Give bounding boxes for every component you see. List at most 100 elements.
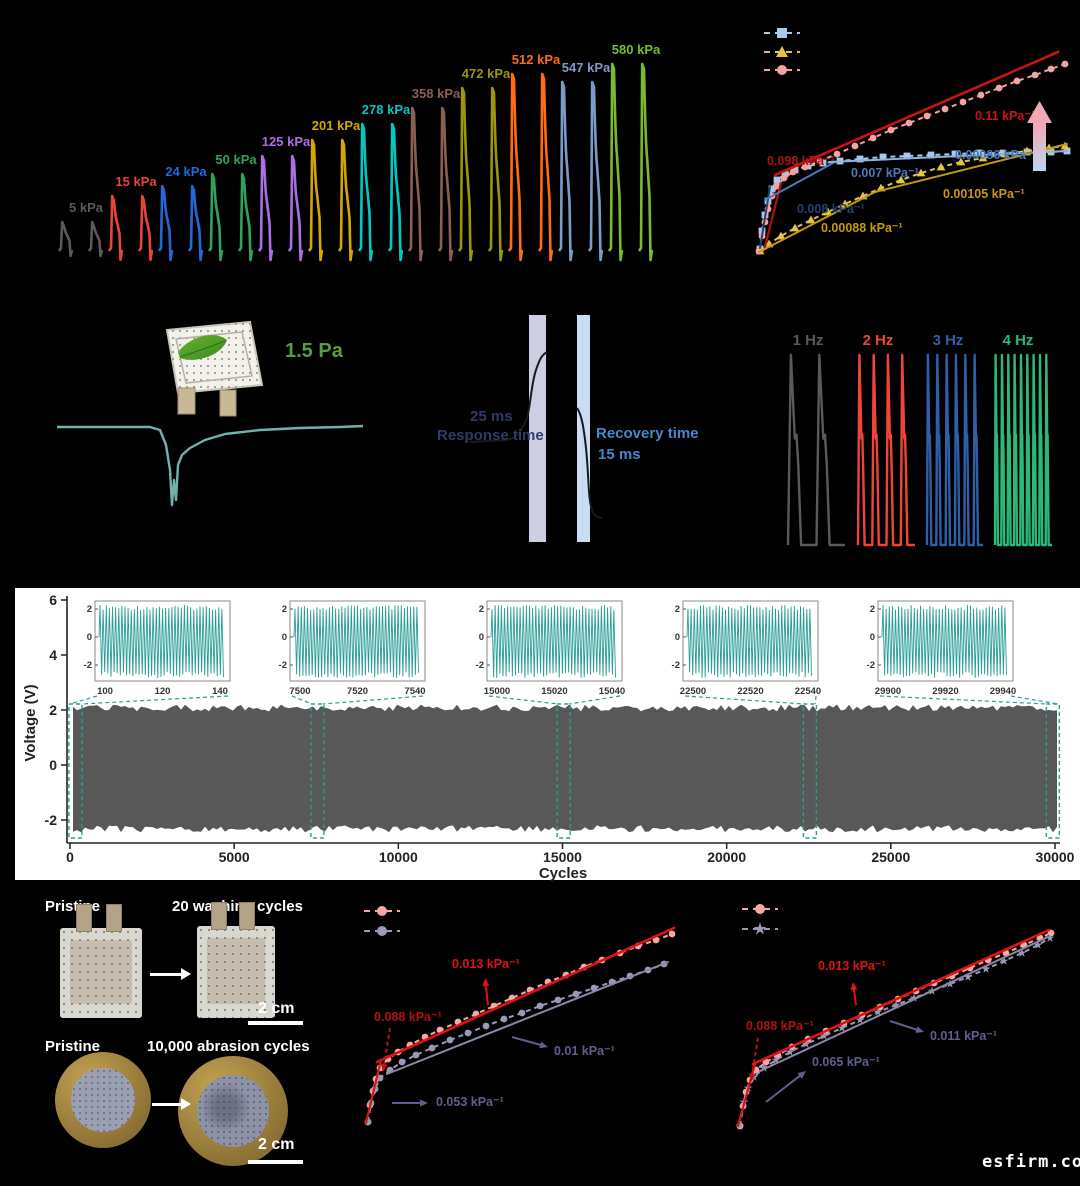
time-window-bar [529,315,546,542]
star-marker [837,1023,847,1032]
pressure-pulse [487,86,504,262]
pulse-pressure-label: 512 kPa [512,52,561,67]
increase-arrow-icon [1027,101,1052,123]
fit-line [759,186,771,249]
pulse-pressure-label: 50 kPa [215,152,257,167]
square-marker [903,152,911,160]
circle-marker [572,990,580,998]
leaf-pressure-label: 1.5 Pa [285,340,343,362]
pulse-pressure-label: 5 kPa [69,200,104,215]
inset-x-tick: 7540 [404,686,425,697]
sensitivity-annotation: 0.013 kPa⁻¹ [818,959,886,973]
arrow-icon [748,1073,756,1082]
circle-marker [755,904,765,914]
fit-line [759,936,1049,1072]
inset-y-tick: 2 [282,604,287,615]
circle-marker [590,984,598,992]
circle-marker [887,126,895,134]
inset-trace [293,605,419,678]
arrow-icon [915,1026,924,1033]
triangle-marker [916,168,926,177]
inset-y-tick: 0 [675,632,680,643]
wash-scalebar [248,1021,303,1025]
frequency-waveform [993,353,1052,547]
frequency-label: 4 Hz [1003,332,1034,349]
star-marker [1033,940,1043,949]
inset-x-tick: 7500 [289,686,310,697]
fit-line [751,928,1051,1066]
abrasion-after-label: 10,000 abrasion cycles [147,1038,310,1055]
fit-line [773,50,1060,177]
circle-marker [464,1029,472,1037]
electrode-tab [106,904,122,932]
star-marker [753,922,767,935]
inset-y-tick: -2 [476,660,484,671]
sensor-leg [177,387,196,415]
square-marker [781,170,789,178]
abrasion-sensitivity-chart: 0.013 kPa⁻¹ 0.088 kPa⁻¹ 0.011 kPa⁻¹ 0.065 k… [735,904,1055,1130]
frequency-waveform [856,353,915,547]
electrode-tab [239,902,255,930]
sensitivity-annotation: 0.008 kPa⁻¹ [797,202,865,216]
sensitivity-annotation: 0.065 kPa⁻¹ [812,1055,880,1069]
triangle-marker [776,231,786,240]
x-tick-label: 20000 [707,849,746,865]
signal-curve [576,407,603,519]
pressure-pulse [457,86,474,262]
wash-scalebar-label: 2 cm [258,1000,295,1017]
inset-x-tick: 100 [97,686,113,697]
circle-marker [446,1036,454,1044]
frequency-response-chart: 1 Hz 2 Hz 3 Hz 4 Hz [786,332,1052,547]
y-tick-label: 4 [49,647,57,663]
circle-marker [668,930,676,938]
abrasion-pristine-label: Pristine [45,1038,101,1055]
inset-y-tick: -2 [672,660,680,671]
inset-y-tick: -2 [867,660,875,671]
pressure-pulse [407,106,424,262]
arrow-icon [420,1099,428,1107]
sensitivity-annotation: 0.098 kPa⁻¹ [767,154,835,168]
circle-marker [777,65,787,75]
square-marker [879,153,887,161]
inset-y-tick: 2 [675,604,680,615]
fit-line [829,150,1068,163]
star-marker [735,1121,745,1130]
fit-line [758,191,876,253]
x-tick-label: 30000 [1036,849,1075,865]
zoom-region-marker [1045,703,1061,839]
star-marker [855,1015,865,1024]
recovery-time-label: Recovery time [596,425,699,442]
pressure-pulse [537,72,554,262]
inset-y-tick: 0 [282,632,287,643]
pressure-pulse [137,194,154,262]
sensitivity-annotation: 0.11 kPa⁻¹ [975,109,1035,123]
star-marker [819,1031,829,1040]
sensitivity-annotation: 0.007 kPa⁻¹ [851,166,919,180]
wash-after-label: 20 washing cycles [172,898,303,915]
cycling-stability-panel: 6 4 2 0 -2 0 5000 10000 15000 20000 25000 30000 Cycl… [15,588,1080,882]
pressure-pulse [257,154,274,262]
pressure-pulse [357,122,374,262]
inset-x-tick: 22520 [737,686,763,697]
sensitivity-annotation: 0.00105 kPa⁻¹ [943,187,1025,201]
y-tick-label: 0 [49,757,57,773]
leaf-test-chart [57,320,364,507]
circle-marker [1013,77,1021,85]
pressure-pulse [187,184,204,262]
arrow-icon [850,982,858,991]
pressure-pulse [207,172,224,262]
inset-x-tick: 15040 [599,686,625,697]
fit-line [386,961,669,1075]
washing-sensitivity-chart: 0.013 kPa⁻¹ 0.088 kPa⁻¹ 0.01 kPa⁻¹ 0.053 kP… [364,906,676,1126]
circle-marker [816,157,824,165]
circle-marker [869,134,877,142]
triangle-marker [956,157,966,166]
circle-marker [995,84,1003,92]
star-marker [891,1000,901,1009]
pulse-pressure-label: 15 kPa [115,174,157,189]
pulse-pressure-label: 547 kPa [562,60,611,75]
circle-marker [833,150,841,158]
circle-marker [905,119,913,127]
